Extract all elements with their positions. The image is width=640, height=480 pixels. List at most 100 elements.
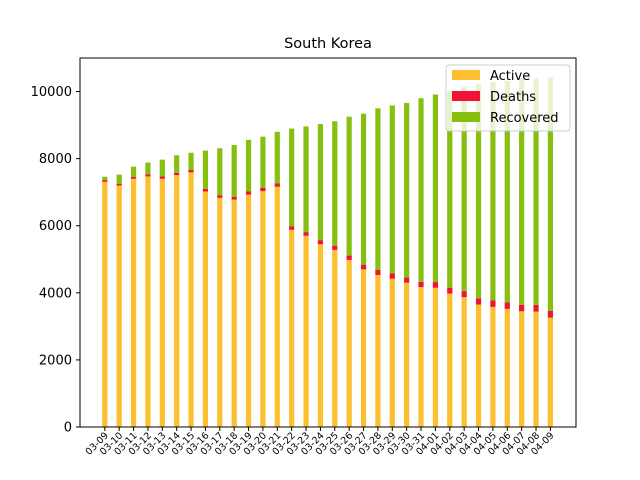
bar-deaths-03-17	[217, 195, 223, 198]
y-tick-label: 0	[64, 421, 72, 436]
bar-deaths-03-11	[130, 176, 137, 179]
bar-deaths-03-20	[260, 187, 266, 192]
bar-recovered-03-29	[389, 105, 395, 274]
bar-deaths-04-04	[475, 298, 482, 305]
bar-deaths-03-27	[360, 264, 367, 270]
bar-active-03-14	[174, 175, 180, 427]
legend-swatch-recovered	[452, 112, 480, 122]
bar-active-03-16	[202, 191, 209, 427]
bars-layer	[102, 77, 553, 427]
bar-recovered-04-03	[461, 87, 467, 292]
bar-active-03-23	[303, 235, 309, 427]
bar-active-03-26	[346, 259, 352, 427]
bar-active-04-04	[475, 304, 482, 427]
legend-swatch-active	[452, 70, 480, 80]
bar-active-03-17	[217, 197, 223, 427]
chart-title: South Korea	[284, 36, 372, 52]
bar-deaths-03-25	[332, 245, 338, 250]
bar-deaths-03-18	[231, 196, 237, 200]
bar-recovered-03-31	[418, 98, 424, 282]
bar-active-03-20	[260, 191, 266, 427]
bar-deaths-03-23	[303, 232, 309, 236]
bar-active-04-08	[533, 311, 539, 427]
bar-active-04-03	[461, 297, 467, 427]
bar-recovered-04-09	[547, 77, 553, 311]
bar-active-03-21	[274, 186, 280, 427]
bar-active-03-28	[375, 275, 381, 427]
bar-deaths-03-14	[174, 172, 180, 176]
bar-deaths-03-30	[404, 277, 410, 283]
bar-active-04-06	[504, 308, 510, 427]
bar-recovered-04-02	[447, 90, 453, 288]
bar-deaths-03-24	[317, 240, 324, 245]
bar-recovered-03-13	[159, 159, 165, 177]
bar-deaths-03-10	[116, 183, 122, 186]
bar-active-04-05	[490, 306, 496, 427]
bar-deaths-03-26	[346, 255, 352, 260]
bar-deaths-04-07	[519, 304, 525, 312]
bar-active-03-22	[289, 229, 295, 427]
y-tick-label: 2000	[39, 353, 72, 368]
bar-active-03-19	[245, 194, 252, 427]
bar-deaths-03-12	[145, 174, 151, 177]
y-tick-label: 4000	[39, 286, 72, 301]
x-axis: 03-0903-1003-1103-1203-1303-1403-1503-16…	[84, 427, 557, 458]
bar-deaths-04-05	[490, 300, 496, 307]
bar-recovered-03-16	[202, 150, 209, 189]
bar-active-03-15	[188, 172, 194, 427]
bar-deaths-04-06	[504, 302, 510, 309]
bar-recovered-03-15	[188, 152, 194, 170]
bar-recovered-03-24	[317, 124, 324, 241]
bar-recovered-03-23	[303, 126, 309, 233]
bar-active-03-27	[360, 269, 367, 427]
bar-recovered-03-26	[346, 116, 352, 256]
bar-active-03-31	[418, 287, 424, 427]
bar-deaths-04-02	[447, 287, 453, 294]
bar-active-03-18	[231, 199, 237, 427]
bar-active-03-10	[116, 185, 122, 427]
legend-label-deaths: Deaths	[490, 90, 536, 105]
legend-swatch-deaths	[452, 91, 480, 101]
legend-label-active: Active	[490, 69, 530, 84]
bar-deaths-04-08	[533, 304, 539, 312]
bar-recovered-04-06	[504, 80, 510, 303]
bar-deaths-03-09	[102, 180, 108, 182]
bar-active-04-02	[447, 293, 453, 427]
bar-recovered-03-18	[231, 145, 237, 197]
bar-recovered-03-22	[289, 128, 295, 227]
bar-recovered-03-10	[116, 174, 122, 184]
bar-deaths-04-01	[432, 282, 439, 288]
y-tick-label: 10000	[31, 85, 72, 100]
bar-active-04-01	[432, 287, 439, 427]
bar-recovered-03-12	[145, 162, 151, 175]
bar-recovered-03-11	[130, 166, 137, 177]
bar-active-03-30	[404, 282, 410, 427]
bar-deaths-04-03	[461, 291, 467, 298]
bar-recovered-03-17	[217, 148, 223, 196]
bar-recovered-04-01	[432, 94, 439, 283]
bar-deaths-03-29	[389, 273, 395, 279]
bar-recovered-03-14	[174, 155, 180, 173]
bar-recovered-03-27	[360, 113, 367, 265]
bar-recovered-03-19	[245, 139, 252, 192]
bar-deaths-03-19	[245, 191, 252, 195]
plot-frame	[79, 57, 577, 428]
bar-recovered-03-20	[260, 136, 266, 188]
bar-active-03-11	[130, 178, 137, 427]
bar-deaths-03-22	[289, 226, 295, 230]
bar-active-03-25	[332, 249, 338, 427]
bar-deaths-04-09	[547, 310, 553, 318]
bar-deaths-03-16	[202, 188, 209, 192]
bar-active-03-24	[317, 244, 324, 427]
bar-deaths-03-21	[274, 183, 280, 187]
bar-active-04-07	[519, 311, 525, 427]
bar-active-04-09	[547, 317, 553, 427]
bar-recovered-03-09	[102, 176, 108, 181]
y-axis: 0 2000 4000 6000 8000 10000	[31, 85, 80, 436]
bar-recovered-04-08	[533, 78, 539, 305]
bar-active-03-29	[389, 278, 395, 427]
bar-recovered-04-04	[475, 84, 482, 299]
bar-active-03-09	[102, 181, 108, 427]
bar-active-03-13	[159, 178, 165, 427]
